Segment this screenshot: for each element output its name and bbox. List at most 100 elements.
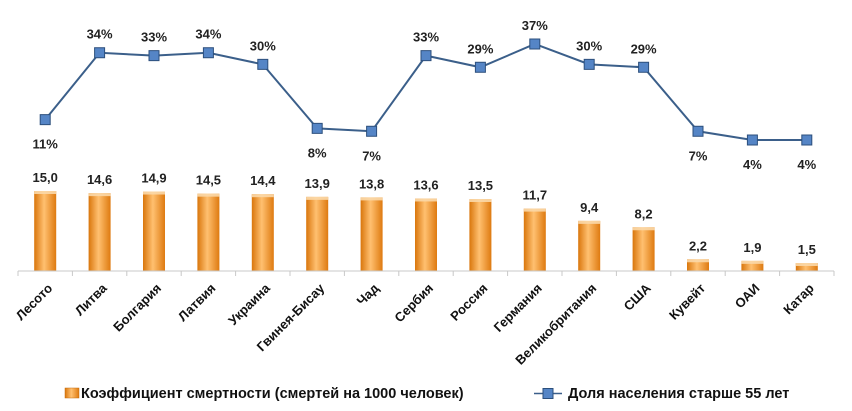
bar-top-highlight	[741, 260, 764, 264]
bar	[360, 197, 383, 271]
legend-label-line: Доля населения старше 55 лет	[568, 386, 789, 402]
bar-top-highlight	[251, 194, 274, 198]
bar-top-highlight	[523, 208, 546, 212]
line-marker	[529, 38, 541, 50]
bar-top-highlight	[469, 199, 492, 202]
bar-value-label: 13,5	[468, 178, 493, 193]
line-marker	[94, 47, 106, 59]
line-layer	[39, 38, 813, 146]
bar-top-highlight	[306, 196, 329, 200]
bar-value-label: 13,6	[413, 177, 438, 192]
category-label: Украина	[225, 280, 273, 328]
bar-top-highlight	[578, 220, 601, 224]
bar	[34, 191, 57, 271]
legend-swatch-bar	[64, 387, 80, 399]
line-value-label: 11%	[33, 137, 59, 152]
bar-value-label: 8,2	[635, 206, 653, 221]
bar-value-label: 11,7	[523, 188, 548, 203]
category-labels-layer: Лесото Литва Болгария Латвия УкраинаГвинея-Б…	[13, 280, 817, 368]
bar-top-highlight	[795, 263, 818, 266]
line-marker	[39, 114, 51, 126]
bar	[415, 198, 437, 271]
bars-layer	[34, 191, 818, 271]
line-marker	[420, 50, 432, 62]
bar	[632, 227, 655, 271]
line-marker	[366, 125, 378, 137]
bar	[741, 260, 764, 271]
line-value-label: 29%	[467, 41, 493, 56]
line-marker	[583, 58, 595, 70]
line-value-label: 37%	[522, 18, 548, 33]
line-value-label: 30%	[250, 38, 276, 53]
category-label: Лесото	[13, 280, 56, 323]
line-marker	[257, 58, 269, 70]
category-label: Латвия	[175, 281, 219, 325]
bar	[523, 208, 546, 271]
bar-top-highlight	[143, 191, 165, 195]
category-label: Катар	[780, 280, 817, 317]
line-value-label: 8%	[308, 145, 327, 160]
legend-item-bar: Коэффициент смертности (смертей на 1000 …	[64, 386, 464, 402]
legend: Коэффициент смертности (смертей на 1000 …	[64, 386, 789, 402]
line-value-label: 33%	[141, 30, 167, 45]
line-value-label: 4%	[743, 157, 762, 172]
bar-value-label: 15,0	[33, 170, 58, 185]
line-value-label: 33%	[413, 30, 439, 45]
bar-top-highlight	[632, 227, 655, 231]
bar-top-highlight	[360, 197, 383, 201]
bar-top-highlight	[687, 259, 709, 263]
bar-top-highlight	[197, 193, 220, 197]
category-label: Германия	[491, 281, 545, 335]
bar-value-label: 13,8	[359, 176, 384, 191]
bar-labels-layer: 15,0 14,6 14,9 14,5 14,4 13,9 13,8 13,6 13,5 11,7…	[33, 170, 816, 257]
line-value-label: 34%	[195, 27, 221, 42]
line-value-label: 4%	[797, 157, 816, 172]
category-label: Сербия	[391, 281, 436, 326]
category-label: Россия	[447, 281, 490, 324]
bar	[251, 194, 274, 271]
line-marker	[311, 122, 323, 134]
bar	[306, 196, 329, 271]
category-label: США	[621, 280, 655, 314]
line-value-label: 34%	[87, 27, 113, 42]
bar-value-label: 1,5	[798, 242, 816, 257]
line-marker	[801, 134, 813, 146]
line-marker	[746, 134, 758, 146]
bar-value-label: 9,4	[580, 200, 599, 215]
bar	[795, 263, 818, 271]
bar-value-label: 2,2	[689, 238, 707, 253]
bar	[88, 193, 111, 271]
line-marker	[692, 125, 704, 137]
category-label: Болгария	[110, 281, 164, 335]
line-marker	[202, 47, 214, 59]
category-label: Чад	[354, 280, 383, 309]
bar-value-label: 1,9	[743, 240, 761, 255]
line-marker	[638, 61, 650, 73]
line-labels-layer: 11% 34% 33% 34% 30% 8% 7% 33% 29% 37% 30% 29% 7% 4% 4%	[33, 18, 817, 172]
line-marker	[474, 61, 486, 73]
legend-label-bar: Коэффициент смертности (смертей на 1000 …	[81, 386, 464, 402]
line-marker	[148, 50, 160, 62]
category-label: Кувейт	[666, 281, 708, 323]
bar-top-highlight	[88, 193, 111, 197]
bar	[687, 259, 709, 271]
line-value-label: 30%	[576, 38, 602, 53]
bar	[469, 199, 492, 271]
line-value-label: 7%	[689, 148, 708, 163]
bar	[197, 193, 220, 271]
bar-value-label: 14,5	[196, 173, 221, 188]
bar-value-label: 14,9	[141, 171, 166, 186]
bar-value-label: 14,6	[87, 172, 112, 187]
bar-top-highlight	[34, 191, 57, 194]
ticks-layer	[17, 271, 835, 276]
bar-top-highlight	[415, 198, 437, 202]
bar	[143, 191, 165, 271]
bar-value-label: 13,9	[305, 176, 330, 191]
category-label: Литва	[72, 280, 110, 318]
legend-swatch-marker	[542, 388, 554, 399]
legend-item-line: Доля населения старше 55 лет	[534, 386, 789, 402]
category-label: ОАИ	[732, 281, 763, 312]
line-value-label: 29%	[631, 41, 657, 56]
